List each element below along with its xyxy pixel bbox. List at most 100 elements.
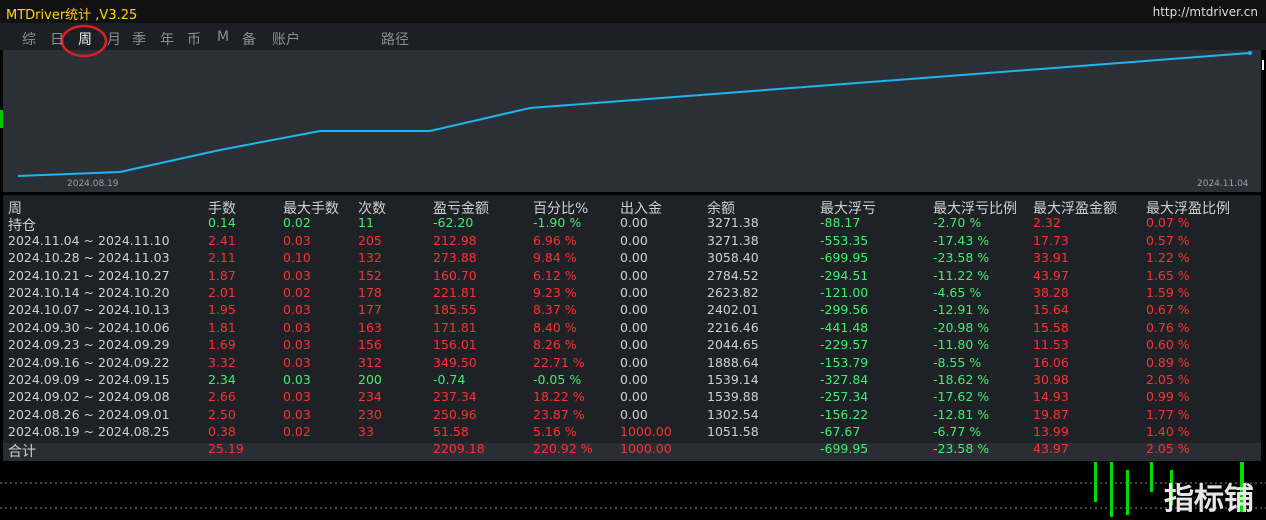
cell: 2.66 [208, 389, 236, 405]
cell: 0.03 [283, 337, 311, 353]
cell: 273.88 [433, 250, 477, 266]
cell: -699.95 [820, 250, 869, 266]
column-header: 最大浮亏 [820, 201, 876, 217]
cell: 0.00 [620, 232, 648, 248]
tab[interactable]: 周 [78, 32, 92, 48]
cell: -67.67 [820, 424, 861, 440]
row-label: 2024.09.30 ~ 2024.10.06 [8, 319, 170, 335]
cell: 38.28 [1033, 285, 1069, 300]
cell: 2.11 [208, 250, 236, 266]
total-cell: -23.58 % [933, 440, 990, 456]
total-cell: -699.95 [820, 440, 869, 456]
cell: 8.37 % [533, 302, 577, 318]
cell: 171.81 [433, 319, 477, 335]
cell: 1888.64 [707, 354, 759, 370]
tab[interactable]: M [217, 29, 230, 45]
row-label: 2024.09.23 ~ 2024.09.29 [8, 337, 170, 353]
total-cell: 1000.00 [620, 440, 672, 456]
cell: 156.01 [433, 337, 477, 353]
cell: 1.65 % [1146, 267, 1190, 283]
tab[interactable]: 币 [187, 32, 201, 48]
equity-curve [17, 52, 1251, 177]
cell: 0.60 % [1146, 337, 1190, 353]
total-row-bg [3, 443, 1261, 461]
cell: -441.48 [820, 319, 869, 335]
cell: 200 [358, 372, 382, 387]
tab[interactable]: 路径 [381, 32, 409, 48]
cell: 3271.38 [707, 215, 759, 231]
cell: -8.55 % [933, 354, 982, 370]
tab[interactable]: 月 [107, 32, 121, 48]
cell: 0.99 % [1146, 389, 1190, 405]
cell: 177 [358, 302, 382, 318]
header-bar [0, 0, 1266, 23]
cell: 3058.40 [707, 250, 759, 266]
cell: -327.84 [820, 372, 869, 387]
cell: 0.00 [620, 267, 648, 283]
url[interactable]: http://mtdriver.cn [1152, 5, 1258, 19]
column-header: 周 [8, 201, 22, 217]
cell: 156 [358, 337, 382, 353]
cell: 0.10 [283, 250, 311, 266]
cell: 234 [358, 389, 382, 405]
cell: 163 [358, 319, 382, 335]
cell: -294.51 [820, 267, 869, 283]
cell: 1539.88 [707, 389, 759, 405]
tab[interactable]: 年 [160, 32, 174, 48]
row-label: 2024.11.04 ~ 2024.11.10 [8, 232, 170, 248]
cell: -121.00 [820, 285, 869, 300]
cell: 43.97 [1033, 267, 1069, 283]
total-cell: 43.97 [1033, 440, 1069, 456]
tab[interactable]: 备 [242, 32, 256, 48]
row-label: 2024.10.28 ~ 2024.11.03 [8, 250, 170, 266]
cell: 2623.82 [707, 285, 759, 300]
cell: 13.99 [1033, 424, 1069, 440]
table [3, 195, 1261, 461]
tab[interactable]: 账户 [272, 32, 300, 48]
cell: 9.84 % [533, 250, 577, 266]
column-header: 盈亏金额 [433, 201, 489, 217]
side-mark [0, 110, 3, 128]
column-header: 手数 [208, 201, 236, 217]
cell: 1051.58 [707, 424, 759, 440]
cell: 15.58 [1033, 319, 1069, 335]
cell: 0.00 [620, 354, 648, 370]
cell: -62.20 [433, 215, 474, 231]
title: MTDriver统计 ,V3.25 [6, 8, 138, 23]
tab[interactable]: 日 [50, 32, 64, 48]
row-label: 2024.09.16 ~ 2024.09.22 [8, 354, 170, 370]
cell: 0.00 [620, 319, 648, 335]
cell: 0.00 [620, 372, 648, 387]
row-label: 2024.10.21 ~ 2024.10.27 [8, 267, 170, 283]
chart-end-label: 2024.11.04 [1197, 179, 1249, 189]
cell: 33 [358, 424, 374, 440]
tab-bar [0, 23, 1266, 50]
cell: 2.41 [208, 232, 236, 248]
cell: -11.22 % [933, 267, 990, 283]
cell: 2.34 [208, 372, 236, 387]
cell: 8.26 % [533, 337, 577, 353]
cell: 0.03 [283, 354, 311, 370]
cell: 349.50 [433, 354, 477, 370]
row-label: 2024.10.07 ~ 2024.10.13 [8, 302, 170, 318]
total-cell: 2209.18 [433, 440, 485, 456]
scroll-mark [1262, 60, 1264, 70]
total-label: 合计 [8, 443, 36, 460]
cell: 0.03 [283, 372, 311, 387]
cell: 23.87 % [533, 406, 585, 422]
cell: 178 [358, 285, 382, 300]
cell: 33.91 [1033, 250, 1069, 266]
cell: -553.35 [820, 232, 869, 248]
cell: 6.12 % [533, 267, 577, 283]
column-header: 次数 [358, 201, 386, 217]
cell: 185.55 [433, 302, 477, 318]
tab[interactable]: 综 [22, 32, 36, 48]
tab[interactable]: 季 [132, 32, 146, 48]
cell: 0.02 [283, 424, 311, 440]
cell: 3271.38 [707, 232, 759, 248]
cell: 2.32 [1033, 215, 1061, 231]
cell: 250.96 [433, 406, 477, 422]
cell: 0.00 [620, 285, 648, 300]
cell: 18.22 % [533, 389, 585, 405]
cell: -12.81 % [933, 406, 990, 422]
